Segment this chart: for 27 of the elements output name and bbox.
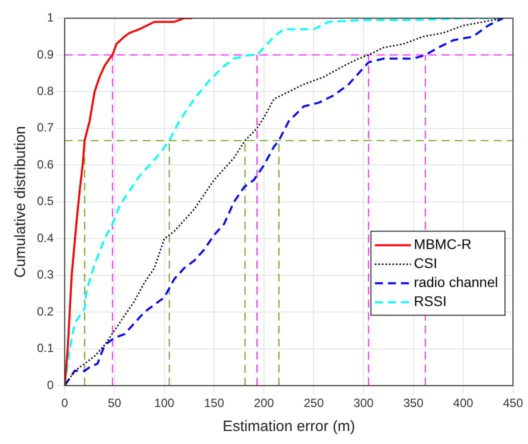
y-tick-label: 0.2 <box>36 304 54 318</box>
x-tick-label: 200 <box>254 396 274 410</box>
y-axis-title: Cumulative distribution <box>12 126 30 278</box>
x-axis-title: Estimation error (m) <box>222 418 356 436</box>
legend-label: MBMC-R <box>414 236 472 252</box>
legend-label: radio channel <box>414 274 498 290</box>
legend-label: CSI <box>414 255 438 272</box>
y-tick-label: 0 <box>46 378 54 392</box>
y-tick-label: 0.8 <box>36 84 54 98</box>
y-tick-label: 0.5 <box>36 194 54 208</box>
y-tick-label: 0.7 <box>36 120 54 135</box>
legend-label: RSSI <box>414 293 447 310</box>
y-tick-label: 0.1 <box>36 341 54 356</box>
y-tick-label: 0.6 <box>36 157 54 172</box>
x-tick-label: 250 <box>304 396 324 410</box>
y-tick-label: 0.4 <box>36 230 54 245</box>
x-tick-label: 350 <box>403 396 424 410</box>
x-tick-label: 450 <box>502 396 524 410</box>
x-tick-label: 0 <box>61 396 68 410</box>
y-tick-label: 0.3 <box>36 268 54 282</box>
y-tick-label: 1 <box>46 10 54 25</box>
x-tick-label: 300 <box>354 396 374 410</box>
y-tick-label: 0.9 <box>36 47 54 62</box>
x-tick-label: 150 <box>204 396 224 410</box>
x-tick-label: 100 <box>154 396 175 410</box>
x-tick-label: 50 <box>108 396 122 410</box>
x-tick-label: 400 <box>453 396 474 410</box>
